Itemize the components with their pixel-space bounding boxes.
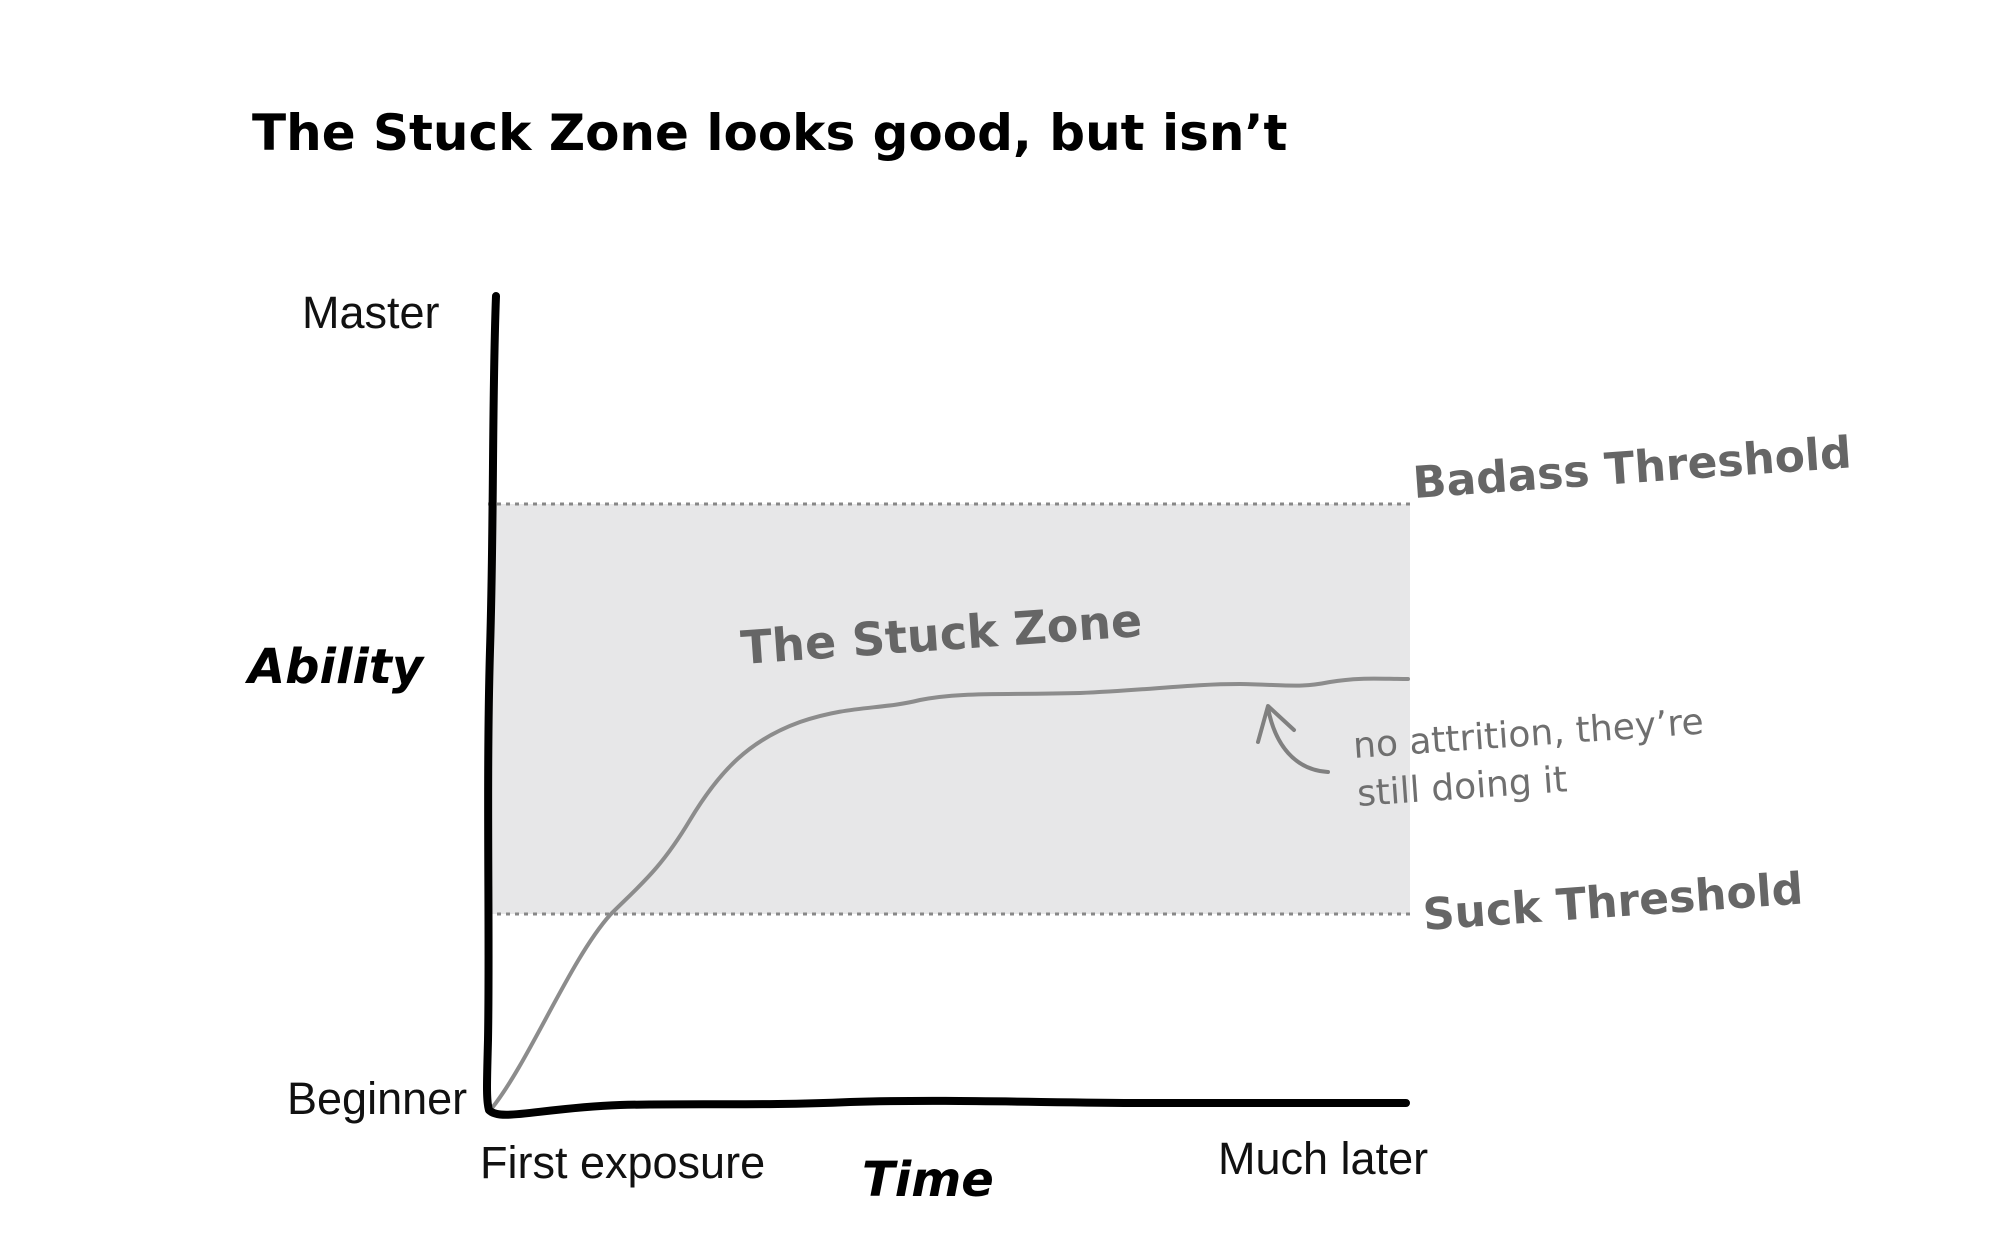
x-axis bbox=[485, 1096, 1410, 1119]
x-start-label: First exposure bbox=[480, 1137, 765, 1188]
x-end-label: Much later bbox=[1218, 1133, 1428, 1184]
y-top-label: Master bbox=[302, 287, 440, 338]
annotation-arrow-head bbox=[1256, 704, 1296, 744]
badass-threshold-label: Badass Threshold bbox=[1411, 427, 1853, 509]
y-axis-title: Ability bbox=[244, 639, 425, 695]
learning-curve bbox=[490, 676, 1410, 1110]
y-bottom-label: Beginner bbox=[287, 1073, 467, 1124]
x-axis-title: Time bbox=[862, 1152, 994, 1208]
suck-threshold-label: Suck Threshold bbox=[1421, 864, 1805, 941]
stuck-zone-band bbox=[488, 504, 1410, 914]
diagram-title: The Stuck Zone looks good, but isn’t bbox=[252, 104, 1287, 162]
y-axis bbox=[483, 292, 500, 1114]
annotation-arrow-shaft bbox=[1266, 706, 1330, 774]
